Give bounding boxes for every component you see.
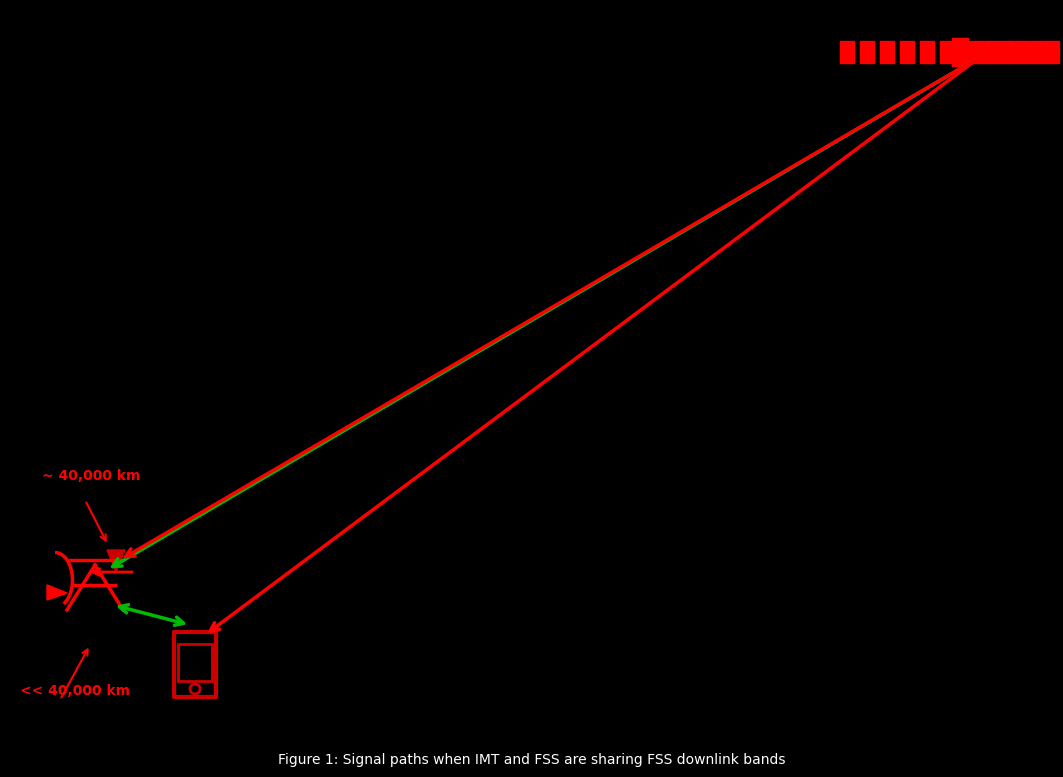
Bar bbox=[952, 38, 968, 66]
Bar bbox=[940, 41, 954, 63]
Bar bbox=[900, 41, 914, 63]
Bar bbox=[1045, 41, 1059, 63]
Bar bbox=[840, 41, 854, 63]
Text: Figure 1: Signal paths when IMT and FSS are sharing FSS downlink bands: Figure 1: Signal paths when IMT and FSS … bbox=[277, 753, 786, 767]
Bar bbox=[1030, 41, 1044, 63]
Text: << 40,000 km: << 40,000 km bbox=[20, 684, 130, 698]
Bar bbox=[1000, 41, 1014, 63]
Bar bbox=[985, 41, 999, 63]
Bar bbox=[860, 41, 874, 63]
Bar bbox=[880, 41, 894, 63]
Bar bbox=[1015, 41, 1029, 63]
Polygon shape bbox=[47, 585, 67, 600]
Bar bbox=[971, 41, 984, 63]
Polygon shape bbox=[107, 550, 125, 572]
Bar bbox=[919, 41, 934, 63]
Bar bbox=[178, 644, 212, 681]
Text: ~ 40,000 km: ~ 40,000 km bbox=[43, 469, 140, 483]
Bar bbox=[955, 41, 969, 63]
Bar bbox=[174, 632, 216, 697]
